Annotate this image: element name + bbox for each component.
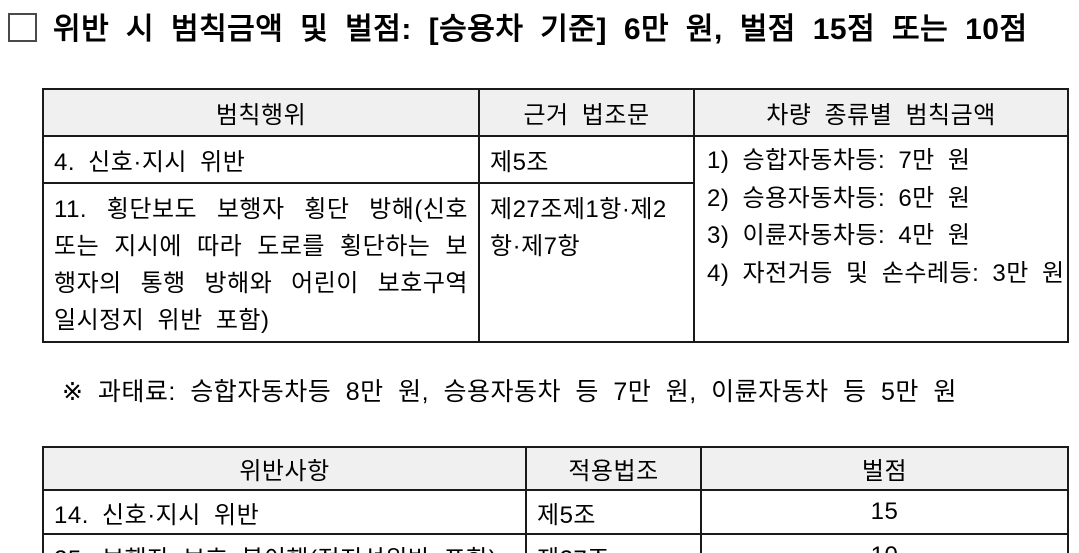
fine-amount-item: 2) 승용자동차등: 6만 원 [707, 184, 971, 212]
penalty-table-header-law: 적용법조 [525, 446, 702, 491]
fine-amount-item: 3) 이륜자동차등: 4만 원 [707, 222, 971, 249]
penalty-table-points-cell: 10 [700, 533, 1069, 553]
fine-amount-item: 1) 승합자동차등: 7만 원 [707, 147, 971, 174]
fine-table-header-amounts: 차량 종류별 범칙금액 [693, 88, 1069, 137]
fine-table-header-law: 근거 법조문 [478, 88, 695, 137]
table-row: 11. 횡단보도 보행자 횡단 방해(신호 또는 지시에 따라 도로를 횡단하는… [42, 182, 1068, 343]
page-title: 위반 시 범칙금액 및 벌점: [승용차 기준] 6만 원, 벌점 15점 또는… [8, 4, 1079, 48]
penalty-table: 위반사항 적용법조 벌점 14. 신호·지시 위반 제5조 15 25. 보행자… [42, 446, 1069, 553]
document-page: 위반 시 범칙금액 및 벌점: [승용차 기준] 6만 원, 벌점 15점 또는… [0, 4, 1079, 553]
table-row: 14. 신호·지시 위반 제5조 15 [42, 489, 1069, 535]
fine-table-law-cell: 제5조 [478, 135, 695, 184]
fine-table: 범칙행위 근거 법조문 차량 종류별 범칙금액 4. 신호·지시 위반 제5조 … [42, 88, 1069, 343]
fine-table-header-row: 범칙행위 근거 법조문 차량 종류별 범칙금액 [42, 88, 1069, 137]
penalty-table-header-violation: 위반사항 [42, 446, 527, 491]
penalty-table-law-cell: 제27조 [525, 533, 702, 553]
fine-table-law-cell: 제27조제1항·제2항·제7항 [478, 182, 695, 343]
penalty-table-violation-cell: 25. 보행자 보호 불이행(정지선위반 포함) [42, 533, 527, 553]
fine-amount-item: 4) 자전거등 및 손수레등: 3만 원 [707, 259, 1065, 287]
fine-table-header-violation: 범칙행위 [42, 88, 480, 137]
table-row: 4. 신호·지시 위반 제5조 1) 승합자동차등: 7만 원 2) 승용자동차… [42, 135, 1069, 343]
page-title-text: 위반 시 범칙금액 및 벌점: [승용차 기준] 6만 원, 벌점 15점 또는… [53, 13, 1028, 46]
fine-table-violation-cell: 4. 신호·지시 위반 [42, 135, 480, 184]
penalty-table-law-cell: 제5조 [525, 489, 702, 535]
penalty-table-violation-cell: 14. 신호·지시 위반 [42, 489, 527, 535]
penalty-table-header-row: 위반사항 적용법조 벌점 [42, 446, 1069, 491]
surcharge-note: ※ 과태료: 승합자동차등 8만 원, 승용자동차 등 7만 원, 이륜자동차 … [62, 378, 957, 406]
checkbox-square-icon [8, 12, 37, 42]
penalty-table-points-cell: 15 [700, 489, 1069, 535]
penalty-table-header-points: 벌점 [700, 446, 1069, 491]
fine-table-violation-cell: 11. 횡단보도 보행자 횡단 방해(신호 또는 지시에 따라 도로를 횡단하는… [42, 182, 480, 343]
fine-table-amounts-cell: 1) 승합자동차등: 7만 원 2) 승용자동차등: 6만 원 3) 이륜자동차… [693, 135, 1069, 343]
table-row: 25. 보행자 보호 불이행(정지선위반 포함) 제27조 10 [42, 533, 1069, 553]
